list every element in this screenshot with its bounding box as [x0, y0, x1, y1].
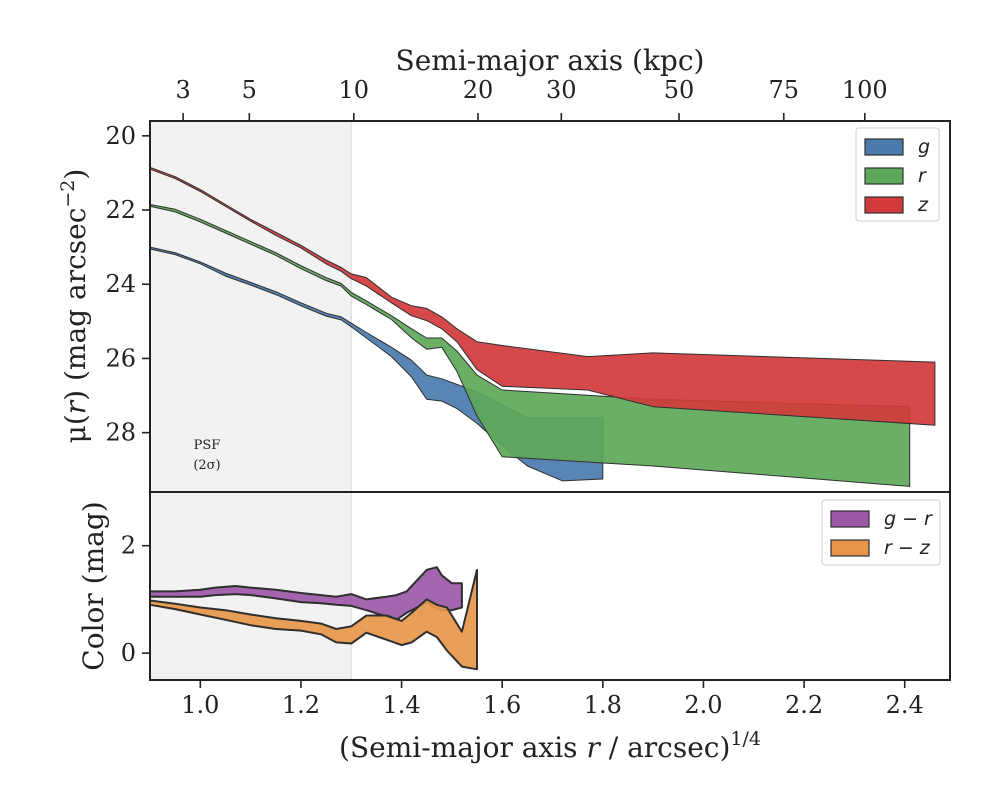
color-band-r-z [149, 568, 478, 671]
x-tick-label: 1.6 [483, 691, 521, 719]
x-tick-label: 1.2 [282, 691, 320, 719]
y-tick-label-top: 24 [105, 270, 136, 298]
x-axis-title: (Semi-major axis r / arcsec)1/4 [339, 728, 761, 764]
top-x-tick-label: 10 [339, 76, 370, 104]
top-x-tick-label: 75 [768, 76, 799, 104]
legend-colors: g − r r − z [821, 499, 941, 566]
y-tick-label-bottom: 0 [121, 639, 136, 667]
legend-label: g [918, 136, 930, 158]
top-x-tick-label: 20 [463, 76, 494, 104]
top-x-tick-label: 50 [664, 76, 695, 104]
y-tick-label-top: 28 [105, 419, 136, 447]
top-x-tick-label: 3 [175, 76, 190, 104]
band-z [149, 166, 936, 426]
surface-brightness-series [149, 166, 936, 487]
psf-shade-bottom [150, 492, 352, 680]
legend-label: r [918, 165, 927, 187]
bottom-y-axis-title: Color (mag) [77, 501, 110, 670]
psf-label: PSF [194, 438, 221, 453]
y-tick-label-top: 22 [105, 196, 136, 224]
legend-swatch [830, 510, 870, 528]
bottom-axes-frame [149, 491, 951, 681]
legend-swatch [830, 539, 870, 557]
top-x-tick-label: 5 [242, 76, 257, 104]
legend-swatch [864, 167, 904, 185]
color-band-g-r [149, 566, 463, 621]
psf-sigma-label: (2σ) [193, 458, 220, 473]
legend-swatch [864, 196, 904, 214]
legend-label: g − r [884, 508, 933, 530]
band-r [149, 204, 911, 487]
top-axis-title: Semi-major axis (kpc) [396, 44, 705, 77]
x-tick-label: 1.4 [382, 691, 420, 719]
psf-shade-top [150, 121, 352, 492]
legend-bands: grz [855, 127, 940, 222]
legend-label: r − z [884, 537, 931, 559]
x-tick-label: 2.0 [684, 691, 722, 719]
y-tick-label-top: 20 [105, 122, 136, 150]
x-tick-label: 2.2 [785, 691, 823, 719]
top-y-axis-title: μ(r) (mag arcsec−2) [57, 169, 92, 444]
x-tick-label: 1.0 [181, 691, 219, 719]
y-tick-label-bottom: 2 [121, 532, 136, 560]
top-x-tick-label: 30 [546, 76, 577, 104]
y-tick-label-top: 26 [105, 344, 136, 372]
legend-label: z [917, 194, 929, 216]
tick-layer: 1.0 1.2 1.4 1.6 1.8 2.0 2.2 2.4 20 22 24 26 28 0 2 3 5 10… [105, 76, 923, 719]
color-series [149, 566, 478, 671]
top-x-tick-label: 100 [842, 76, 888, 104]
x-tick-label: 2.4 [886, 691, 924, 719]
x-tick-label: 1.8 [584, 691, 622, 719]
legend-swatch [864, 138, 904, 156]
